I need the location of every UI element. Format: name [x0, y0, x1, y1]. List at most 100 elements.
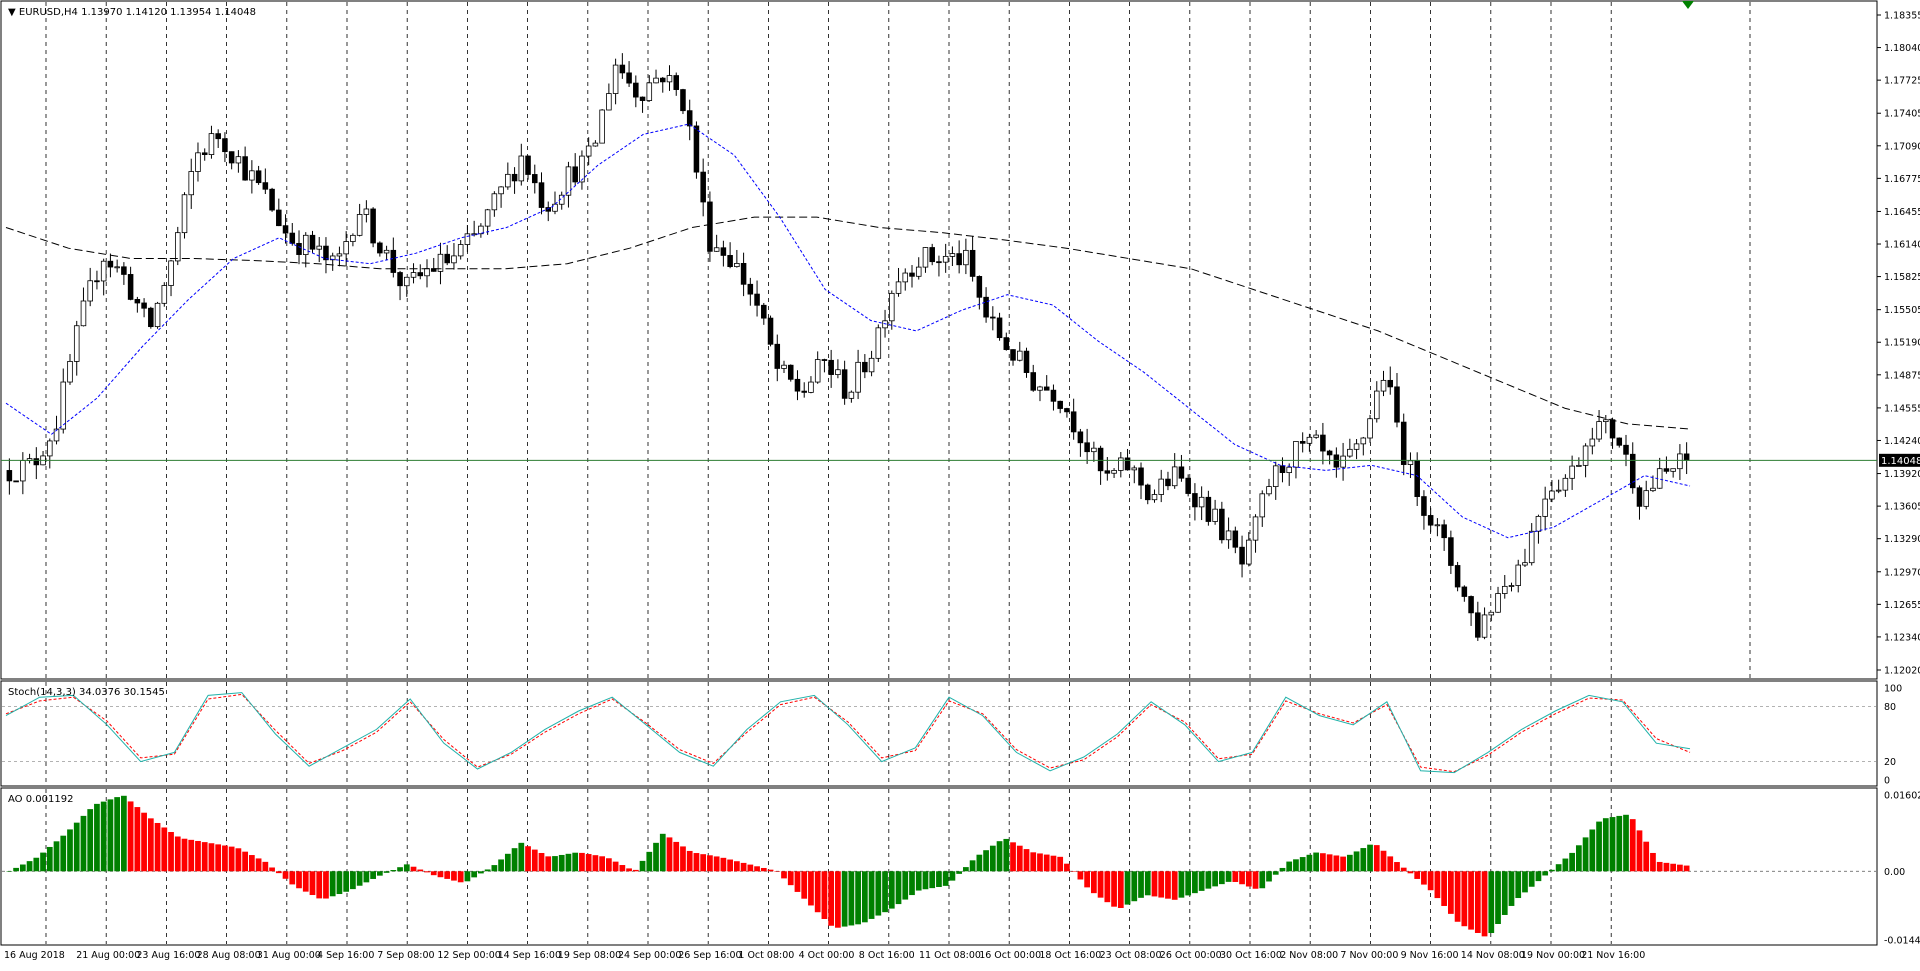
ao-bar [1616, 815, 1623, 872]
bear-candle [929, 247, 935, 263]
bear-candle [767, 317, 774, 345]
ao-bar [909, 871, 915, 896]
ao-bar [1555, 864, 1562, 872]
price-tick-label: 1.12340 [1884, 632, 1920, 643]
bull-candle [1582, 445, 1589, 466]
bull-candle [235, 156, 242, 164]
awesome-oscillator-pane[interactable]: AO 0.001192 0.016026 0.00 -0.014438 [0, 787, 1920, 947]
bear-candle [13, 480, 19, 483]
bull-candle [606, 93, 612, 111]
bull-candle [1481, 614, 1488, 638]
ao-bar [1279, 867, 1286, 872]
ao-bar [73, 822, 80, 872]
ao-bar [1057, 856, 1064, 872]
bear-candle [1050, 389, 1057, 402]
ao-bar [794, 871, 801, 892]
price-tick-label: 1.13920 [1884, 469, 1920, 480]
bull-candle [1131, 467, 1138, 471]
ao-bar [1023, 849, 1030, 872]
stoch-tick-label: 100 [1884, 684, 1902, 695]
bear-candle [956, 253, 962, 266]
ao-bar [1441, 871, 1448, 906]
bull-candle [1596, 421, 1602, 440]
bear-candle [1441, 524, 1447, 539]
stochastic-axis: 100 80 20 0 [1884, 684, 1902, 787]
bull-candle [875, 327, 882, 359]
bull-candle [1225, 530, 1232, 541]
ao-bar [1549, 869, 1555, 872]
ao-bar [174, 836, 181, 872]
ao-bar [808, 871, 814, 906]
bear-candle [1219, 508, 1225, 541]
bull-candle [491, 193, 498, 211]
ao-bar [1488, 871, 1495, 934]
bull-candle [195, 152, 201, 172]
stoch-tick-label: 0 [1884, 776, 1890, 787]
ao-bar [855, 871, 861, 925]
bear-candle [276, 209, 282, 227]
bull-candle [154, 302, 161, 328]
ao-bar [100, 801, 107, 872]
ao-bar [1070, 871, 1077, 872]
bull-candle [882, 320, 888, 329]
bear-candle [1461, 586, 1468, 597]
ao-bar [114, 797, 121, 872]
bull-candle [552, 203, 558, 212]
ao-bar [606, 858, 612, 872]
time-tick-label: 1 Oct 08:00 [738, 950, 794, 961]
price-tick-label: 1.15825 [1884, 272, 1920, 283]
bull-candle [1347, 448, 1353, 457]
ao-bar [632, 869, 639, 872]
bear-candle [1454, 565, 1461, 588]
price-pane[interactable]: ▼ EURUSD,H4 1.13970 1.14120 1.13954 1.14… [0, 0, 1920, 680]
stochastic-pane[interactable]: Stoch(14,3,3) 34.0376 30.1545 100 80 20 0 [0, 680, 1902, 787]
bear-candle [1400, 421, 1407, 465]
ao-bar [161, 827, 168, 872]
time-tick-label: 2 Nov 08:00 [1280, 950, 1338, 961]
ao-bar [976, 854, 983, 872]
bull-candle [505, 173, 511, 188]
bear-candle [397, 272, 403, 287]
price-tick-label: 1.12655 [1884, 600, 1920, 611]
bear-candle [1043, 386, 1050, 391]
ao-bar [1097, 871, 1104, 898]
ao-bar [1670, 863, 1677, 872]
ao-bar [996, 841, 1003, 872]
ao-bar [323, 871, 329, 899]
ao-bar [969, 860, 976, 872]
ao-bar [1495, 871, 1501, 924]
bear-candle [6, 470, 13, 482]
bear-candle [659, 77, 666, 83]
bull-candle [1017, 350, 1023, 361]
ao-bar [1090, 871, 1097, 894]
ao-bar [983, 850, 989, 872]
ao-bar [1171, 871, 1178, 900]
bull-candle [114, 266, 120, 269]
bull-candle [713, 247, 720, 252]
bull-candle [363, 208, 370, 215]
time-tick-label: 18 Oct 16:00 [1039, 950, 1101, 961]
ao-bar [1245, 871, 1252, 887]
ao-bar [1589, 829, 1596, 872]
bear-candle [1084, 442, 1090, 453]
bear-candle [633, 82, 639, 98]
ao-bar [1272, 871, 1279, 875]
ao-bar [141, 812, 147, 872]
ao-bar [1003, 838, 1010, 872]
bull-candle [585, 145, 592, 157]
ao-bar [841, 871, 848, 927]
ao-bar [1225, 871, 1232, 882]
bear-candle [545, 207, 552, 212]
bull-candle [1198, 496, 1205, 508]
bull-candle [1522, 562, 1528, 566]
ao-bar [1683, 865, 1690, 872]
time-tick-label: 4 Oct 00:00 [799, 950, 855, 961]
ao-bar [282, 871, 289, 879]
bear-candle [821, 359, 828, 361]
ao-bar [1340, 856, 1346, 872]
ao-bar [1623, 814, 1629, 872]
bear-candle [1387, 379, 1394, 388]
